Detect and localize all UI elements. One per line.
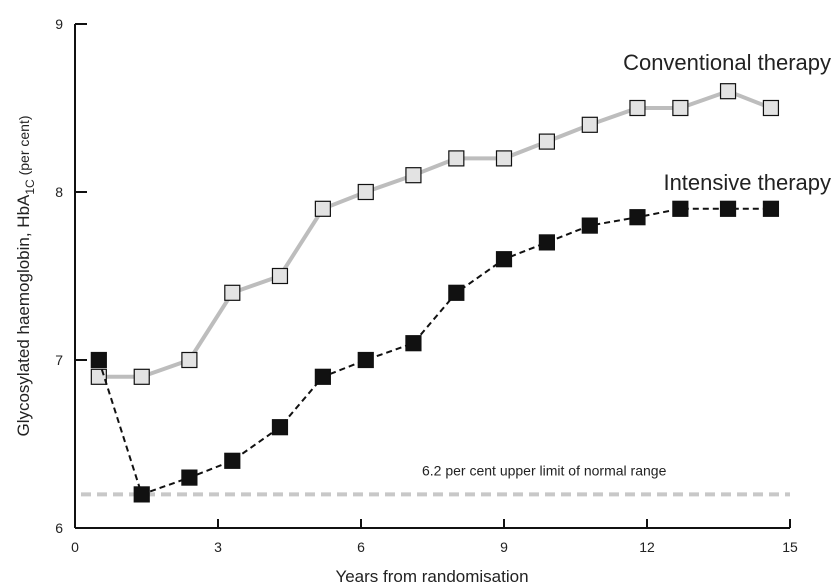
axes: 0 3 6 9 12 15 6 7 8 9 bbox=[55, 16, 798, 555]
reference-line-label: 6.2 per cent upper limit of normal range bbox=[422, 462, 667, 478]
x-tick-label: 0 bbox=[71, 539, 79, 555]
data-point bbox=[133, 486, 150, 503]
y-axis-label-suffix: (per cent) bbox=[16, 115, 32, 179]
x-tick-label: 12 bbox=[639, 539, 655, 555]
data-point bbox=[271, 267, 289, 285]
data-point bbox=[314, 200, 331, 217]
data-point bbox=[581, 116, 598, 133]
data-point bbox=[448, 284, 465, 301]
x-axis-label: Years from randomisation bbox=[335, 567, 528, 586]
data-point bbox=[495, 150, 513, 167]
data-point bbox=[762, 200, 780, 217]
data-point bbox=[448, 150, 465, 167]
data-point bbox=[224, 284, 241, 301]
data-point bbox=[357, 351, 374, 369]
data-point bbox=[357, 183, 374, 201]
data-point bbox=[90, 351, 107, 369]
data-point bbox=[271, 419, 289, 436]
data-point bbox=[90, 368, 107, 385]
x-tick-label: 6 bbox=[357, 539, 365, 555]
data-point bbox=[672, 200, 689, 217]
x-tick-label: 3 bbox=[214, 539, 222, 555]
data-point bbox=[762, 99, 780, 117]
reference-line-group: 6.2 per cent upper limit of normal range bbox=[81, 462, 790, 497]
data-point bbox=[181, 351, 198, 369]
data-point bbox=[224, 452, 241, 469]
y-axis-label: Glycosylated haemoglobin, HbA1C (per cen… bbox=[14, 115, 37, 436]
data-point bbox=[405, 335, 422, 352]
y-axis-label-main: Glycosylated haemoglobin, HbA bbox=[14, 194, 33, 437]
data-point bbox=[629, 209, 646, 226]
x-tick-label: 9 bbox=[500, 539, 508, 555]
series-label-0: Conventional therapy bbox=[623, 50, 831, 75]
data-point bbox=[405, 167, 422, 184]
series-group bbox=[90, 83, 780, 503]
data-point bbox=[581, 217, 598, 234]
data-point bbox=[133, 368, 150, 385]
series-label-1: Intensive therapy bbox=[663, 170, 831, 195]
x-tick-label: 15 bbox=[782, 539, 798, 555]
y-tick-label: 7 bbox=[55, 352, 63, 368]
series-line-0 bbox=[98, 89, 772, 379]
data-point bbox=[719, 83, 737, 100]
data-point bbox=[538, 234, 556, 251]
data-point bbox=[314, 368, 331, 385]
labels-group: Years from randomisation Glycosylated hae… bbox=[14, 50, 831, 586]
data-point bbox=[629, 99, 646, 117]
data-point bbox=[495, 251, 513, 268]
series-line-1 bbox=[97, 207, 771, 496]
y-tick-label: 9 bbox=[55, 16, 63, 32]
data-point bbox=[181, 469, 198, 486]
data-point bbox=[719, 200, 737, 217]
y-tick-label: 6 bbox=[55, 520, 63, 536]
data-point bbox=[538, 133, 556, 150]
y-axis-label-subscript: 1C bbox=[23, 179, 37, 195]
y-tick-label: 8 bbox=[55, 184, 63, 200]
data-point bbox=[672, 99, 689, 117]
